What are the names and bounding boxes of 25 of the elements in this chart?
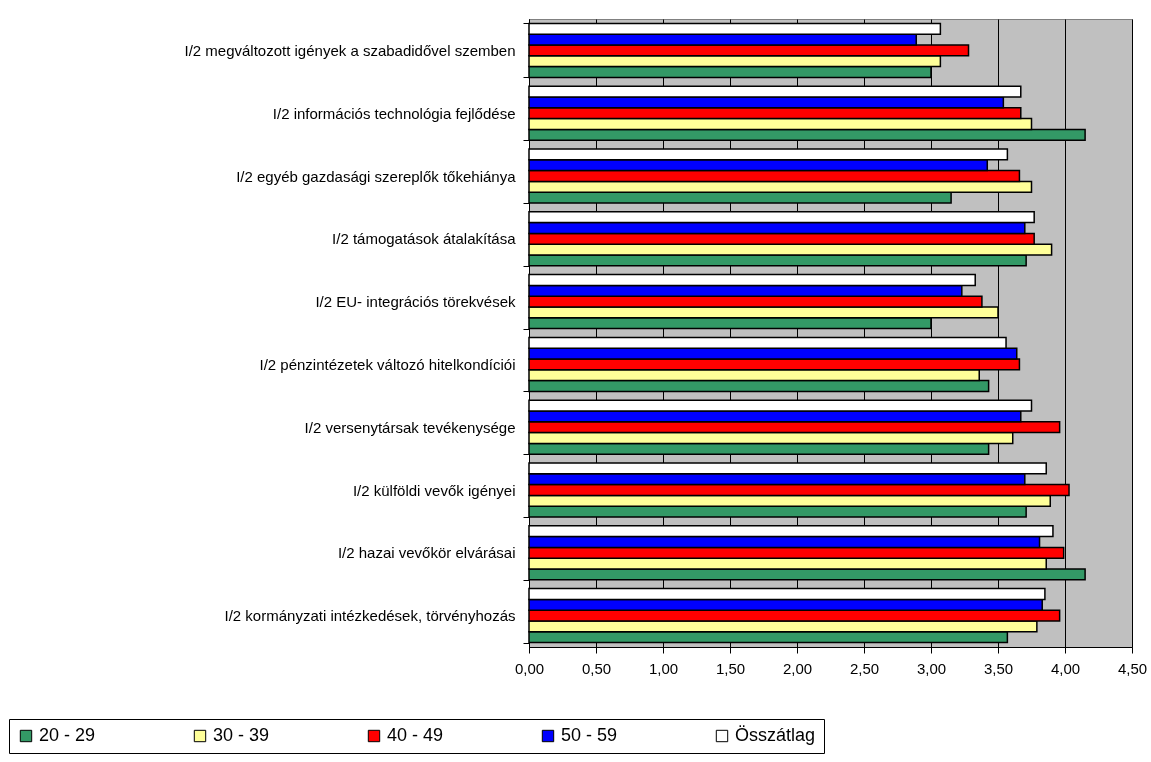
y-tick-label: I/2 EU- integrációs törekvések [315,293,516,311]
x-tick-label: 1,00 [648,659,679,677]
legend-label: 40 - 49 [387,725,444,745]
y-tick-label: I/2 megváltozott igények a szabadidővel szemben [184,41,516,59]
legend-label: 20 - 29 [39,725,96,745]
y-tick-label: I/2 információs technológia fejlődése [272,104,516,122]
x-tick-label: 2,00 [782,659,813,677]
legend-label: 50 - 59 [561,725,618,745]
x-tick-label: 4,50 [1117,659,1148,677]
x-tick-label: 2,50 [849,659,880,677]
x-tick-label: 3,50 [983,659,1014,677]
y-tick-label: I/2 támogatások átalakítása [332,230,517,248]
y-tick-label: I/2 kormányzati intézkedések, törvényhozás [224,607,516,625]
legend-label: 30 - 39 [213,725,270,745]
legend-label: Összátlag [735,725,816,745]
x-tick-label: 0,50 [581,659,612,677]
y-tick-label: I/2 versenytársak tevékenysége [304,418,516,436]
y-tick-label: I/2 külföldi vevők igényei [352,481,516,499]
x-tick-label: 0,00 [514,659,545,677]
x-tick-label: 3,00 [916,659,947,677]
y-tick-label: I/2 hazai vevőkör elvárásai [337,544,516,562]
y-tick-label: I/2 egyéb gazdasági szereplők tőkehiánya [236,167,517,185]
x-tick-label: 1,50 [715,659,746,677]
x-tick-label: 4,00 [1050,659,1081,677]
y-tick-label: I/2 pénzintézetek változó hitelkondíciói [259,355,516,373]
